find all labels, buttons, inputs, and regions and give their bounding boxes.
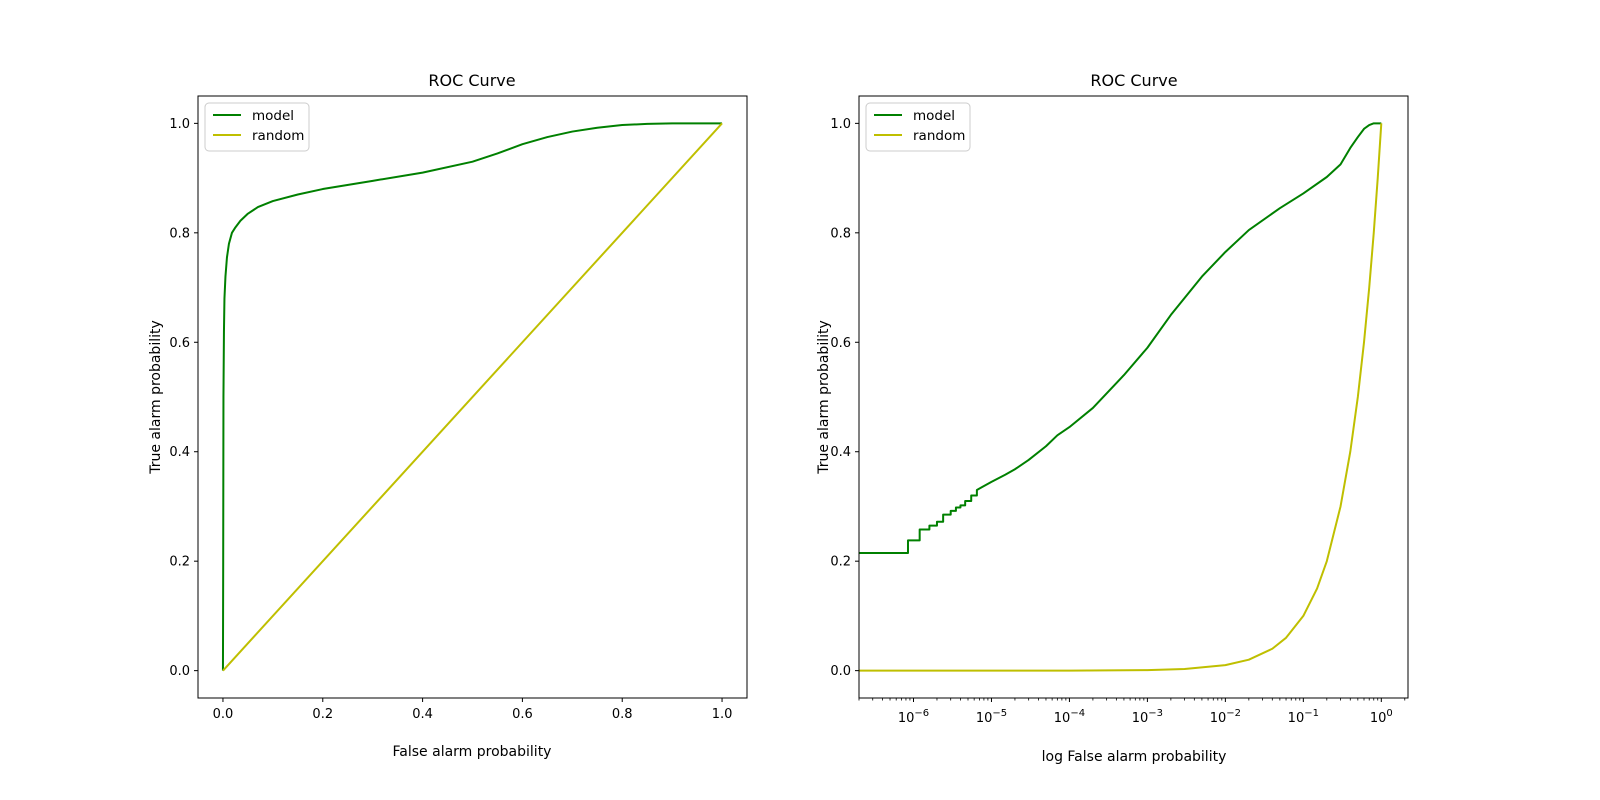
y-tick-label: 0.8 [169,226,190,241]
series-line-model [221,122,723,671]
legend-label-model: model [913,108,955,124]
y-tick-label: 0.8 [830,226,851,241]
y-tick-label: 0.6 [169,336,190,351]
subplot-log: ROC Curve log False alarm probability Tr… [816,71,1409,765]
x-tick-label: 10−3 [1132,708,1163,726]
x-tick-label: 0.2 [312,707,333,722]
y-tick-label: 0.6 [830,336,851,351]
chart-title: ROC Curve [428,71,515,90]
y-tick-label: 0.2 [830,555,851,570]
y-tick-label: 0.4 [830,445,851,460]
subplot-linear: ROC Curve False alarm probability True a… [148,71,748,760]
legend: model random [204,102,310,152]
chart-title: ROC Curve [1090,71,1177,90]
x-axis-label: False alarm probability [393,744,552,760]
x-axis-label: log False alarm probability [1042,749,1227,765]
x-tick-label: 10−6 [898,708,929,726]
plot-frame [197,95,748,699]
legend: model random [865,102,971,152]
y-tick-label: 0.4 [169,445,190,460]
series-line-random [859,123,1383,672]
y-tick-label: 1.0 [830,117,851,132]
series-layer [221,122,723,672]
ticks-layer: 0.0 0.2 0.4 0.6 0.8 1.0 0.0 0.2 0.4 0.6 0.8 1.0 [169,117,732,722]
x-tick-label: 100 [1370,708,1393,726]
y-axis-label: True alarm probability [816,320,832,475]
x-tick-label: 0.8 [612,707,633,722]
plot-frame [858,95,1409,699]
x-tick-label: 10−5 [976,708,1007,726]
y-axis-label: True alarm probability [148,320,164,475]
y-tick-label: 0.0 [830,664,851,679]
series-line-model [859,122,1382,554]
x-tick-label: 1.0 [712,707,733,722]
series-line-random [222,122,723,672]
x-tick-label: 0.0 [213,707,234,722]
legend-label-model: model [252,108,294,124]
x-tick-label: 0.4 [412,707,433,722]
legend-label-random: random [913,128,965,144]
y-tick-label: 0.0 [169,664,190,679]
x-tick-label: 0.6 [512,707,533,722]
x-tick-label: 10−1 [1288,708,1319,726]
x-tick-label: 10−4 [1054,708,1085,726]
y-tick-label: 1.0 [169,117,190,132]
legend-label-random: random [252,128,304,144]
x-tick-label: 10−2 [1210,708,1241,726]
y-tick-label: 0.2 [169,555,190,570]
series-layer [859,122,1383,672]
